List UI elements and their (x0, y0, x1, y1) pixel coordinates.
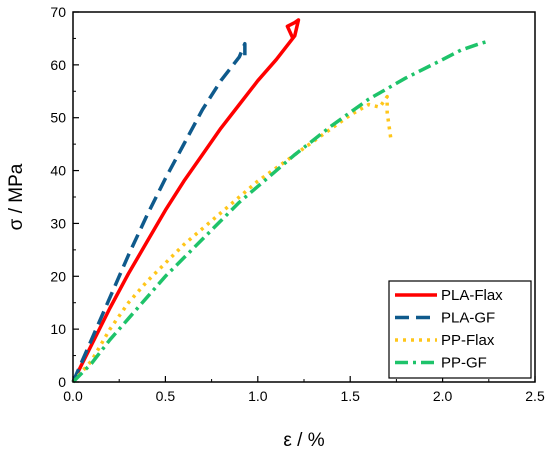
x-tick-labels: 0.0 0.5 1.0 1.5 2.0 2.5 (63, 388, 545, 404)
legend-label-pp-gf: PP-GF (441, 355, 487, 372)
x-tick-label: 1.5 (340, 388, 360, 404)
y-tick-label: 60 (50, 57, 66, 73)
x-axis-label: ε / % (283, 430, 324, 451)
series-line-pp-gf (71, 39, 490, 384)
y-tick-label: 70 (50, 4, 66, 20)
legend-label-pla-gf: PLA-GF (441, 310, 495, 327)
x-tick-label: 0.5 (156, 388, 176, 404)
y-tick-labels: 0 10 20 30 40 50 60 70 (50, 4, 66, 390)
y-tick-label: 10 (50, 321, 66, 337)
y-tick-label: 20 (50, 268, 66, 284)
x-tick-label: 2.5 (525, 388, 545, 404)
y-tick-label: 40 (50, 163, 66, 179)
series-line-pla-flax (71, 18, 301, 383)
y-axis-label: σ / MPa (6, 163, 27, 230)
x-tick-label: 2.0 (433, 388, 453, 404)
legend: PLA-Flax PLA-GF PP-Flax PP-GF (388, 280, 532, 379)
x-tick-label: 0.0 (63, 388, 83, 404)
y-tick-label: 50 (50, 110, 66, 126)
series-line-pp-flax (71, 94, 393, 384)
y-tick-label: 30 (50, 215, 66, 231)
series-group (71, 18, 490, 384)
plot-frame (72, 11, 536, 383)
y-tick-label: 0 (58, 374, 66, 390)
x-tick-label: 1.0 (248, 388, 268, 404)
legend-box (388, 280, 532, 379)
legend-label-pla-flax: PLA-Flax (441, 287, 503, 304)
series-line-pla-gf (71, 41, 247, 383)
legend-label-pp-flax: PP-Flax (441, 332, 495, 349)
